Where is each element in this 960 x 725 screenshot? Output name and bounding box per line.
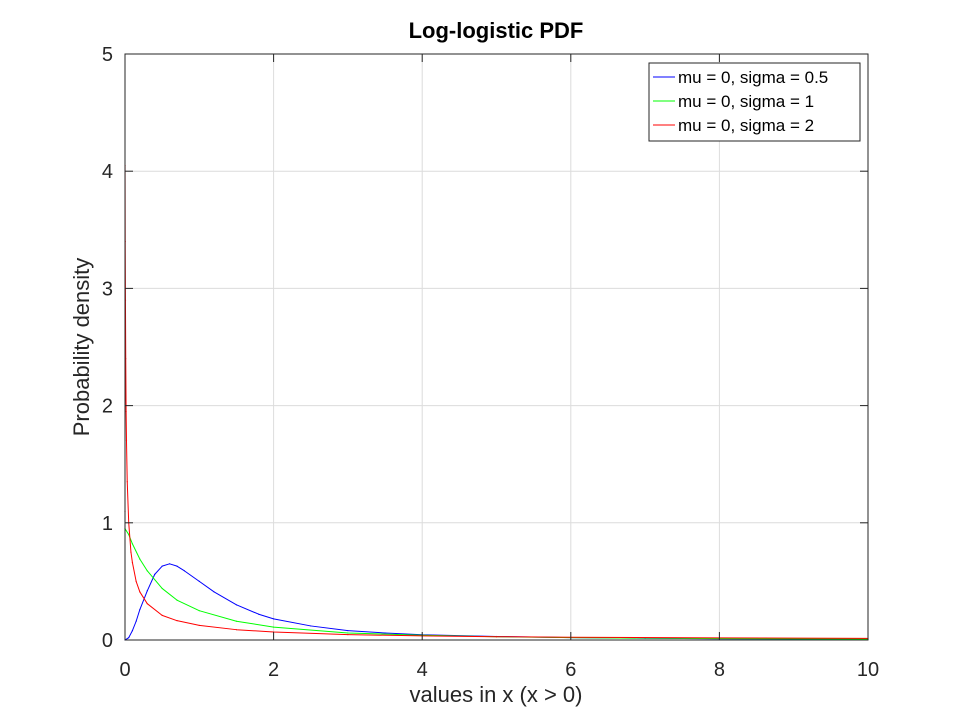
axes-box [124,53,869,641]
tick-layer: 0 2 4 6 8 10 0 1 2 3 4 5 [102,44,879,681]
data-point [176,599,178,601]
series-3 [124,164,869,639]
data-point [139,608,141,611]
legend-entry: mu = 0, sigma = 1 [653,92,814,111]
data-point [235,629,238,631]
data-point [347,632,349,634]
data-point [125,410,127,413]
data-point [135,620,137,622]
data-point [176,565,178,567]
x-tick-label: 8 [714,659,725,681]
y-tick-label: 5 [102,44,113,66]
data-point [146,603,148,605]
data-point [139,558,141,560]
legend: mu = 0, sigma = 0.5 mu = 0, sigma = 1 mu =… [648,62,861,142]
data-point [235,604,238,606]
legend-label: mu = 0, sigma = 0.5 [678,68,828,87]
y-tick-label: 0 [102,630,113,652]
y-tick-label: 2 [102,396,113,418]
data-point [131,630,134,632]
legend-label: mu = 0, sigma = 1 [678,92,814,111]
legend-entry: mu = 0, sigma = 2 [653,116,814,135]
data-point [213,591,215,593]
data-point [273,618,275,620]
data-point [198,610,200,612]
data-point [310,625,312,627]
y-tick-label: 1 [102,513,113,535]
y-axis-label: Probability density [69,258,94,437]
data-point [131,543,134,545]
data-point [235,620,238,622]
x-tick-label: 6 [565,659,576,681]
data-point [146,590,148,592]
data-point [154,573,156,575]
data-point [135,580,137,583]
y-tick-label: 4 [102,161,113,183]
series-line [124,164,869,639]
data-point [161,565,163,567]
legend-entry: mu = 0, sigma = 0.5 [653,68,828,87]
data-point [258,613,260,615]
data-point [139,591,141,593]
series-2 [124,528,869,640]
series-1 [124,563,869,641]
y-tick-label: 3 [102,278,113,300]
data-point [131,562,134,564]
data-point [130,551,132,553]
data-point [495,636,498,638]
data-point [146,570,148,572]
data-point [347,630,349,632]
data-point [128,637,130,639]
grid [125,54,868,640]
data-point [347,634,349,636]
x-tick-label: 2 [268,659,279,681]
data-point [273,626,275,628]
data-point [126,481,128,483]
chart-title: Log-logistic PDF [409,18,584,43]
data-point [198,624,200,626]
data-point [183,570,186,572]
legend-box [648,62,861,142]
x-tick-label: 0 [119,659,130,681]
data-point [168,563,171,565]
data-point [161,587,163,590]
x-axis-label: values in x (x > 0) [409,682,582,707]
legend-label: mu = 0, sigma = 2 [678,116,814,135]
data-point [128,533,130,536]
data-point [176,620,178,622]
x-tick-label: 10 [857,659,879,681]
data-point [384,632,386,634]
series-layer [124,164,869,641]
data-point [161,614,163,616]
series-line [124,528,869,640]
data-point [198,580,200,583]
series-line [124,563,869,641]
x-tick-label: 4 [417,659,428,681]
data-point [125,440,128,442]
